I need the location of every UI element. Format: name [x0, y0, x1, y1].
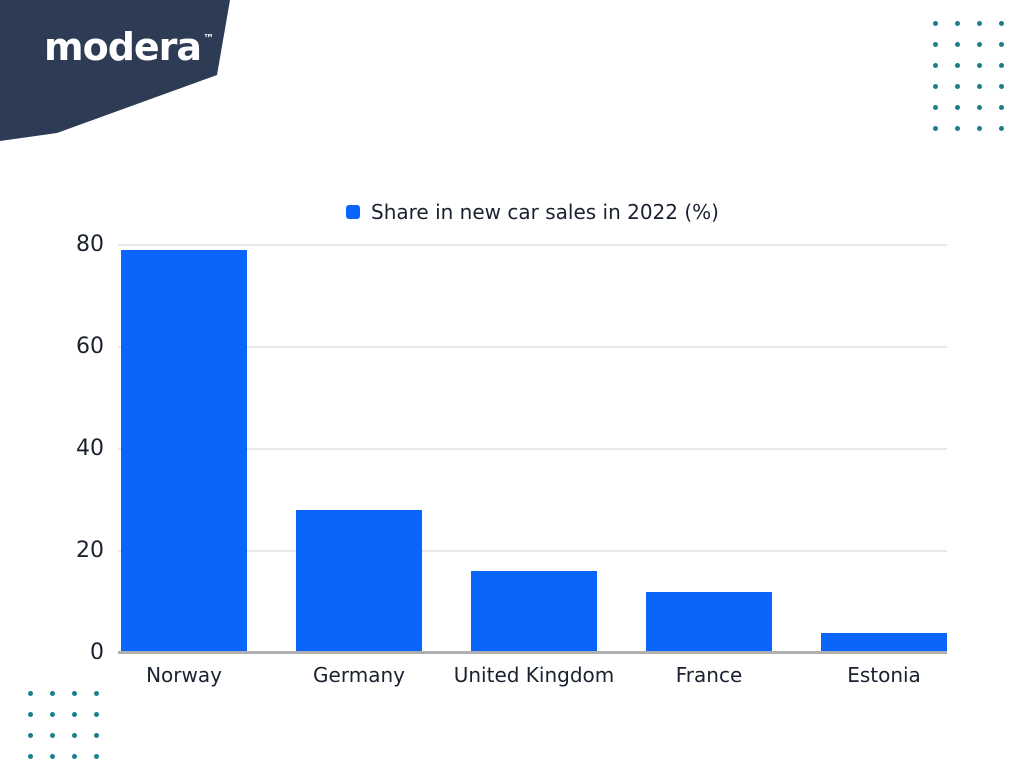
decor-dot: [999, 84, 1004, 89]
y-tick-label-80: 80: [76, 232, 104, 257]
decor-dot: [955, 126, 960, 131]
gridline-80: [118, 244, 947, 246]
decor-dot: [28, 712, 33, 717]
decor-dot: [50, 691, 55, 696]
x-axis-line: [118, 651, 947, 654]
x-label-france: France: [675, 663, 743, 687]
decor-dot: [28, 733, 33, 738]
decor-dot: [977, 42, 982, 47]
legend-marker-icon: [346, 205, 361, 219]
brand-logo: modera ™: [44, 25, 215, 69]
decor-dot: [999, 105, 1004, 110]
gridline-40: [118, 448, 947, 450]
decor-dot: [999, 126, 1004, 131]
x-label-germany: Germany: [313, 663, 405, 687]
decor-dot: [94, 733, 99, 738]
plot-area: [118, 244, 947, 654]
decor-dot: [955, 63, 960, 68]
brand-banner: modera ™: [0, 0, 230, 141]
decor-dots-top-right: [933, 21, 1004, 131]
decor-dot: [50, 733, 55, 738]
decor-dot: [50, 754, 55, 759]
decor-dot: [933, 21, 938, 26]
decor-dot: [955, 21, 960, 26]
decor-dot: [933, 63, 938, 68]
decor-dot: [28, 691, 33, 696]
decor-dot: [28, 754, 33, 759]
gridline-20: [118, 550, 947, 552]
decor-dot: [94, 691, 99, 696]
decor-dot: [94, 712, 99, 717]
decor-dot: [977, 105, 982, 110]
bar-united-kingdom: [471, 571, 597, 653]
decor-dot: [955, 105, 960, 110]
decor-dot: [933, 105, 938, 110]
decor-dot: [72, 754, 77, 759]
legend-label: Share in new car sales in 2022 (%): [371, 200, 719, 224]
y-tick-label-60: 60: [76, 334, 104, 359]
decor-dot: [977, 21, 982, 26]
gridline-60: [118, 346, 947, 348]
decor-dot: [72, 712, 77, 717]
x-label-estonia: Estonia: [847, 663, 921, 687]
decor-dots-bottom-left: [28, 691, 99, 759]
y-tick-label-0: 0: [90, 640, 104, 665]
x-label-norway: Norway: [146, 663, 222, 687]
decor-dot: [933, 126, 938, 131]
decor-dot: [50, 712, 55, 717]
decor-dot: [999, 21, 1004, 26]
decor-dot: [999, 63, 1004, 68]
y-tick-label-20: 20: [76, 538, 104, 563]
bar-estonia: [821, 632, 947, 653]
decor-dot: [999, 42, 1004, 47]
decor-dot: [955, 84, 960, 89]
bar-germany: [296, 510, 422, 653]
decor-dot: [977, 126, 982, 131]
bar-france: [646, 591, 772, 653]
trademark-symbol: ™: [203, 32, 215, 46]
decor-dot: [94, 754, 99, 759]
brand-logo-text: modera: [44, 25, 202, 69]
y-tick-label-40: 40: [76, 436, 104, 461]
decor-dot: [933, 42, 938, 47]
decor-dot: [72, 691, 77, 696]
chart-legend: Share in new car sales in 2022 (%): [118, 198, 947, 226]
decor-dot: [977, 84, 982, 89]
decor-dot: [977, 63, 982, 68]
x-label-united-kingdom: United Kingdom: [453, 663, 615, 687]
decor-dot: [955, 42, 960, 47]
decor-dot: [72, 733, 77, 738]
decor-dot: [933, 84, 938, 89]
bar-norway: [121, 250, 247, 653]
